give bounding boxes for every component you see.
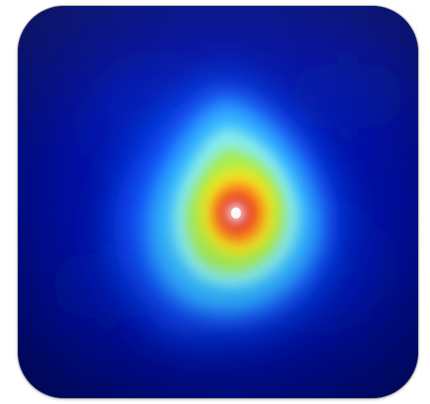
heatmap-app-icon[interactable]	[18, 6, 418, 398]
heatmap-peak-highlight	[231, 208, 241, 219]
heatmap-image	[18, 6, 418, 398]
